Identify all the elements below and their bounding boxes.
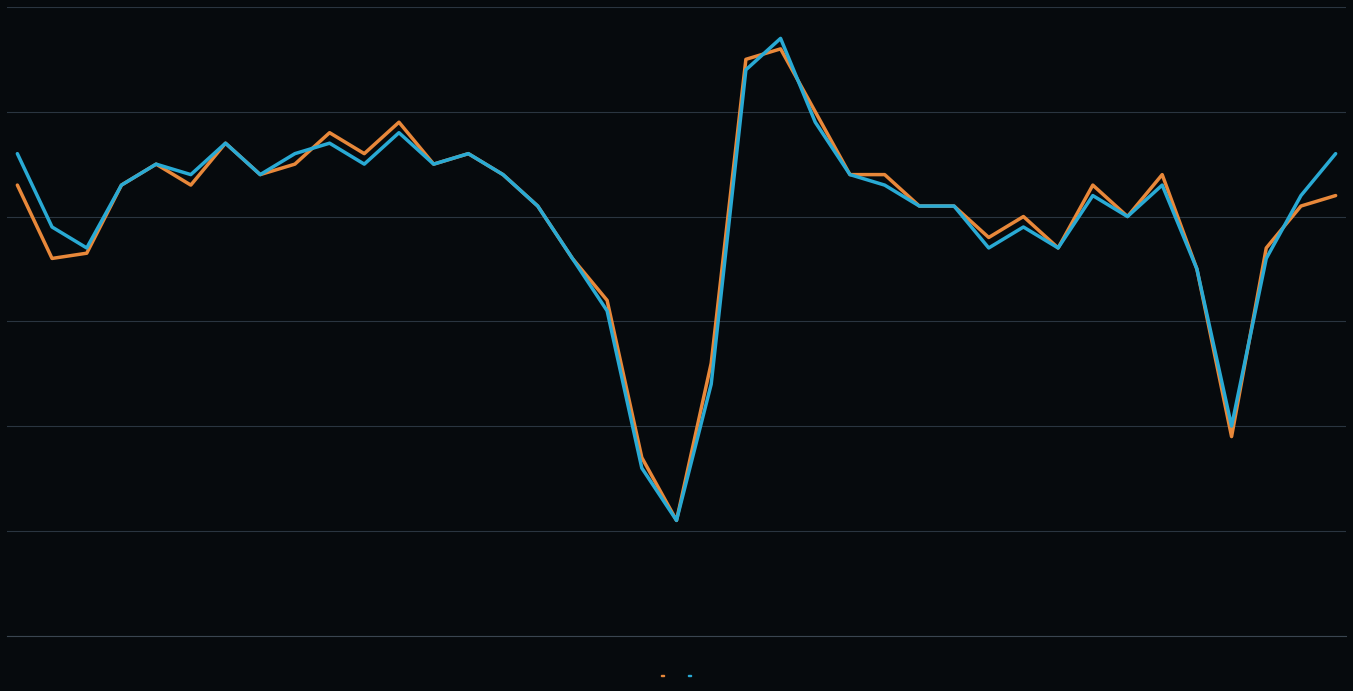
Legend: , : , xyxy=(660,674,693,676)
